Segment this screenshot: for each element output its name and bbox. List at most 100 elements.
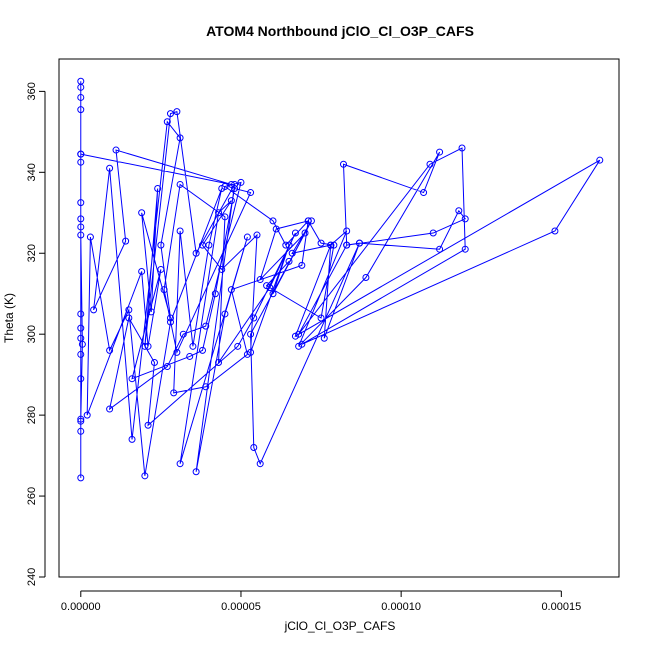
data-point (157, 265, 165, 273)
data-point (426, 160, 434, 168)
data-point (243, 350, 251, 358)
data-point (231, 185, 239, 192)
data-point (237, 178, 245, 186)
data-point (77, 223, 85, 231)
data-point (461, 245, 469, 253)
data-point (77, 215, 85, 223)
data-point (250, 444, 258, 451)
data-point (243, 233, 251, 241)
data-point (138, 209, 146, 217)
data-point (112, 146, 120, 154)
data-point (125, 314, 133, 322)
data-point (298, 261, 306, 269)
data-point (166, 314, 174, 322)
y-tick-label: 360 (26, 82, 38, 100)
data-point (77, 474, 85, 482)
data-point (221, 310, 229, 318)
data-point (86, 233, 94, 241)
data-point (77, 150, 85, 158)
data-point (455, 207, 463, 215)
data-point (77, 324, 85, 332)
data-point (83, 411, 91, 419)
data-point (186, 352, 194, 360)
data-point (272, 225, 280, 233)
data-point (77, 310, 85, 318)
y-tick-label: 340 (26, 163, 38, 181)
data-point (176, 227, 184, 235)
data-point (170, 389, 178, 397)
data-point (231, 180, 239, 188)
data-point (320, 334, 328, 342)
data-point (205, 241, 213, 249)
data-point (77, 334, 85, 342)
data-point (77, 415, 85, 423)
data-point (343, 241, 351, 249)
data-point (458, 144, 466, 152)
y-axis-label: Theta (K) (2, 293, 16, 343)
data-point (144, 342, 152, 350)
data-point (90, 306, 98, 314)
plot-frame (58, 58, 620, 578)
data-point (77, 199, 85, 207)
data-point (147, 308, 155, 316)
data-point (77, 158, 85, 166)
data-point (234, 342, 242, 350)
data-point (327, 241, 335, 249)
data-point (304, 217, 312, 225)
data-point (77, 83, 85, 91)
data-point (221, 213, 229, 221)
y-tick-label: 240 (26, 568, 38, 586)
data-point (77, 231, 85, 239)
data-layer (77, 77, 604, 482)
data-point (211, 290, 219, 298)
data-point (429, 229, 437, 237)
data-point (317, 239, 325, 247)
data-point (77, 350, 85, 358)
data-point (128, 375, 136, 383)
data-point (141, 472, 149, 480)
y-tick-label: 280 (26, 406, 38, 424)
data-point (339, 160, 347, 168)
y-tick-label: 260 (26, 487, 38, 505)
data-point (106, 405, 114, 413)
data-point (176, 460, 184, 468)
data-point (291, 332, 299, 340)
data-point (122, 237, 130, 245)
x-tick-label: 0.00010 (381, 601, 421, 613)
x-axis: 0.00000 0.00005 0.00010 0.00015 (61, 590, 581, 613)
data-point (263, 282, 271, 290)
data-point (150, 359, 158, 367)
data-point (291, 229, 299, 237)
data-point (256, 276, 264, 284)
data-point (247, 330, 255, 338)
data-point (330, 241, 338, 249)
data-point (307, 217, 315, 225)
data-point (157, 241, 165, 249)
data-point (215, 359, 223, 367)
data-point (288, 249, 296, 257)
data-point (77, 375, 85, 383)
data-point (189, 342, 197, 350)
data-point (138, 267, 146, 275)
data-point (176, 134, 184, 142)
data-point (436, 245, 444, 253)
data-point (192, 249, 200, 257)
x-tick-label: 0.00015 (541, 601, 581, 613)
data-point (253, 231, 261, 239)
data-point (218, 265, 226, 273)
data-point (77, 427, 85, 435)
data-point (256, 460, 264, 468)
data-point (163, 118, 171, 126)
x-tick-label: 0.00005 (221, 601, 261, 613)
data-point (202, 383, 210, 391)
data-point (215, 209, 223, 217)
data-point (106, 164, 114, 172)
data-point (227, 197, 235, 205)
y-tick-label: 320 (26, 244, 38, 262)
data-point (173, 108, 181, 116)
x-tick-label: 0.00000 (61, 601, 101, 613)
data-point (144, 421, 152, 429)
x-axis-label: jClO_Cl_O3P_CAFS (284, 619, 396, 633)
data-point (202, 322, 210, 330)
data-point (154, 185, 162, 192)
